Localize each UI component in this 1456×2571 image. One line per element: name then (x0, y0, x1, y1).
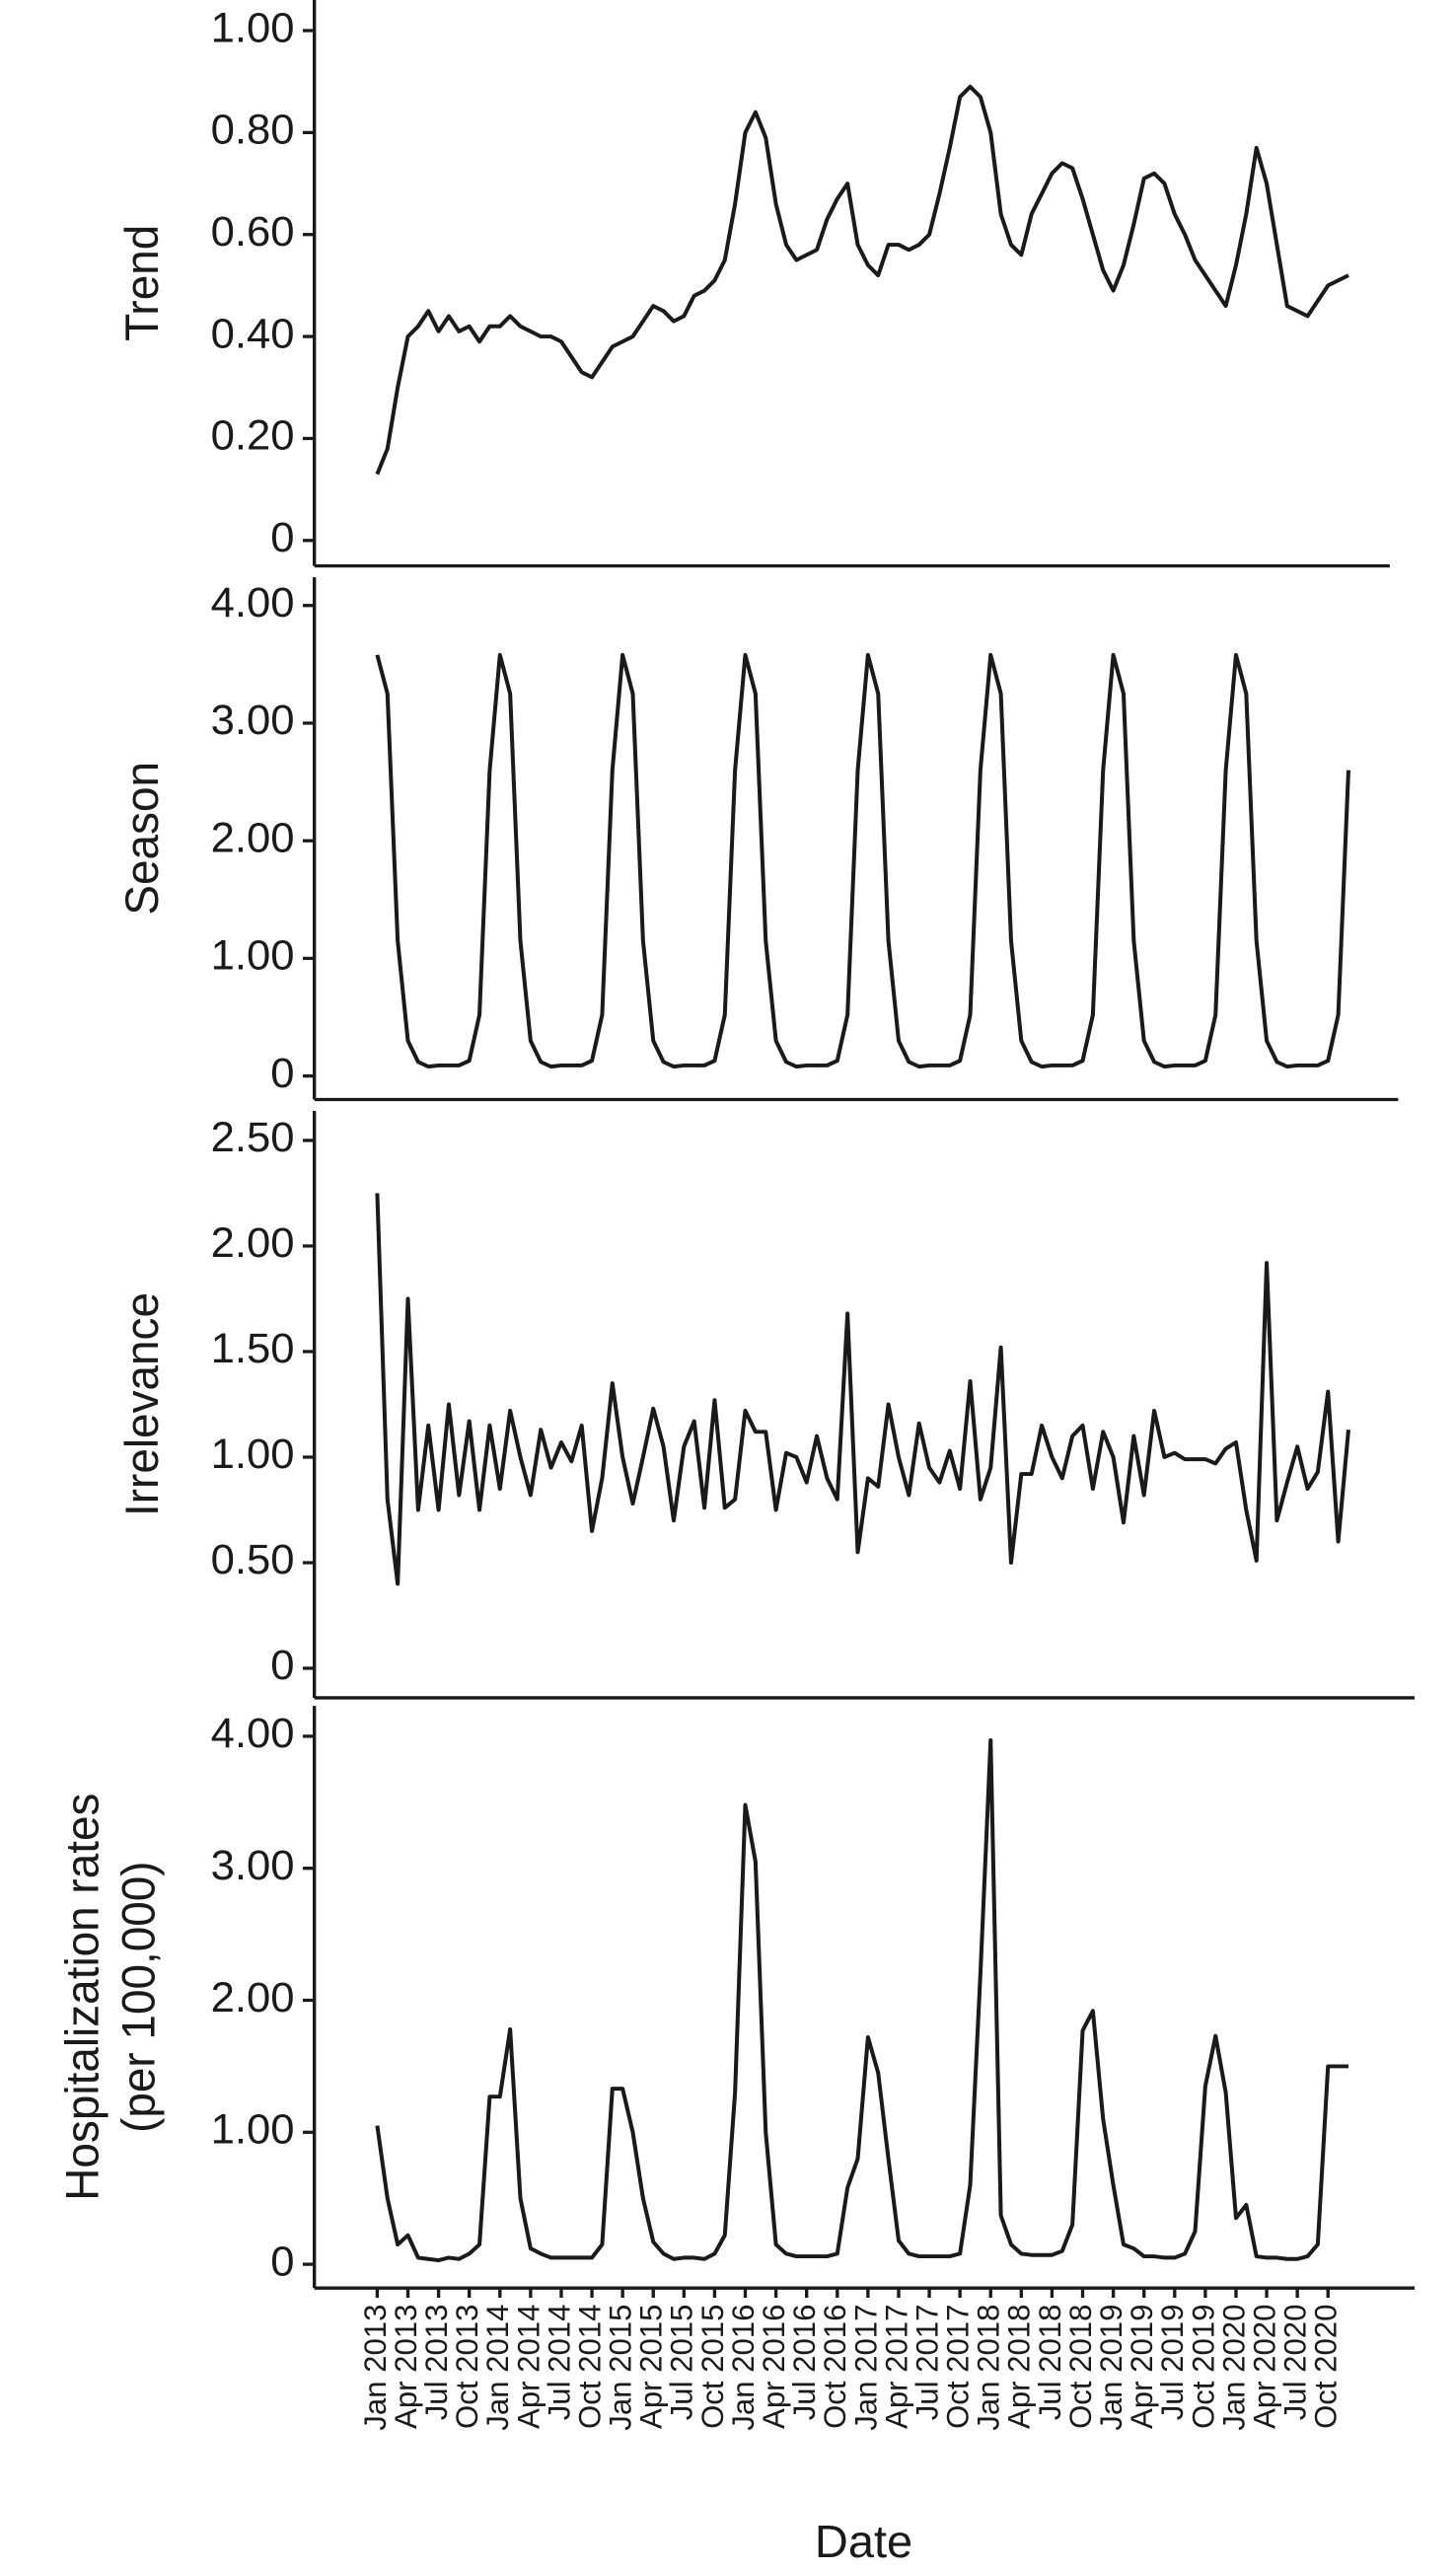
line (375, 652, 1350, 1069)
x-tick-label: Apr 2019 (1124, 2305, 1159, 2429)
line (375, 84, 1349, 476)
y-tick-label: 1.00 (211, 1432, 295, 1478)
x-tick-label: Apr 2016 (756, 2305, 791, 2429)
y-tick-label: 4.00 (211, 579, 295, 625)
y-tick-label: 2.00 (211, 1220, 295, 1267)
y-tick-label: 0 (270, 515, 294, 561)
y-tick-label: 1.50 (211, 1326, 295, 1372)
line (375, 1193, 1350, 1586)
y-tick-label: 0.80 (211, 107, 295, 153)
y-tick-label: 0 (270, 2239, 294, 2285)
x-tick-label: Oct 2013 (449, 2305, 484, 2429)
y-axis-title: Season (116, 762, 169, 916)
y-axis-title: (per 100,000) (112, 1861, 165, 2132)
x-tick-label: Apr 2013 (388, 2305, 423, 2429)
x-tick-label: Apr 2015 (632, 2305, 668, 2429)
x-tick-label: Jul 2020 (1276, 2305, 1312, 2421)
x-tick-label: Jul 2014 (541, 2305, 576, 2421)
x-tick-label: Jul 2019 (1154, 2305, 1190, 2421)
x-tick-label: Oct 2016 (817, 2305, 852, 2429)
y-tick-label: 3.00 (211, 698, 295, 744)
x-tick-label: Oct 2020 (1307, 2305, 1343, 2429)
x-tick-label: Oct 2015 (694, 2305, 730, 2429)
y-tick-label: 2.00 (211, 815, 295, 861)
x-tick-label: Jan 2019 (1093, 2305, 1128, 2431)
line (375, 1737, 1348, 2263)
y-tick-label: 0 (270, 1050, 294, 1096)
y-tick-label: 1.00 (211, 932, 295, 979)
y-axis-title: Trend (116, 225, 169, 341)
y-tick-label: 0.50 (211, 1537, 295, 1583)
y-tick-label: 0.20 (211, 412, 295, 459)
y-tick-label: 2.50 (211, 1115, 295, 1161)
x-tick-label: Apr 2020 (1246, 2305, 1281, 2429)
y-tick-label: 1.00 (211, 2106, 295, 2153)
y-tick-label: 0.60 (211, 208, 295, 255)
y-tick-label: 1.00 (211, 5, 295, 51)
x-tick-label: Jul 2015 (663, 2305, 698, 2421)
y-tick-label: 0 (270, 1643, 294, 1689)
y-axis-title: Irrelevance (116, 1292, 169, 1516)
x-tick-label: Jan 2017 (847, 2305, 883, 2431)
x-tick-label: Jan 2015 (602, 2305, 637, 2431)
x-tick-label: Jul 2017 (909, 2305, 944, 2421)
x-tick-label: Oct 2017 (939, 2305, 975, 2429)
x-tick-label: Jul 2018 (1032, 2305, 1067, 2421)
x-tick-label: Jan 2013 (357, 2305, 393, 2431)
x-tick-label: Jan 2014 (479, 2305, 515, 2431)
y-tick-label: 3.00 (211, 1842, 295, 1888)
x-tick-label: Jan 2020 (1215, 2305, 1251, 2431)
x-tick-label: Apr 2018 (1000, 2305, 1036, 2429)
x-tick-label: Oct 2014 (571, 2305, 607, 2429)
y-tick-label: 0.40 (211, 311, 295, 357)
x-tick-label: Jan 2016 (725, 2305, 761, 2431)
y-tick-label: 4.00 (211, 1711, 295, 1757)
y-tick-label: 2.00 (211, 1974, 295, 2020)
y-axis-title: Hospitalization rates (56, 1794, 109, 2201)
x-tick-label: Oct 2019 (1185, 2305, 1220, 2429)
x-tick-label: Apr 2014 (510, 2305, 546, 2429)
x-tick-label: Oct 2018 (1062, 2305, 1098, 2429)
x-axis-title: Date (815, 2516, 912, 2566)
x-tick-label: Jul 2016 (786, 2305, 822, 2421)
x-tick-label: Jan 2018 (970, 2305, 1005, 2431)
x-tick-label: Jul 2013 (418, 2305, 454, 2421)
x-tick-label: Apr 2017 (878, 2305, 913, 2429)
